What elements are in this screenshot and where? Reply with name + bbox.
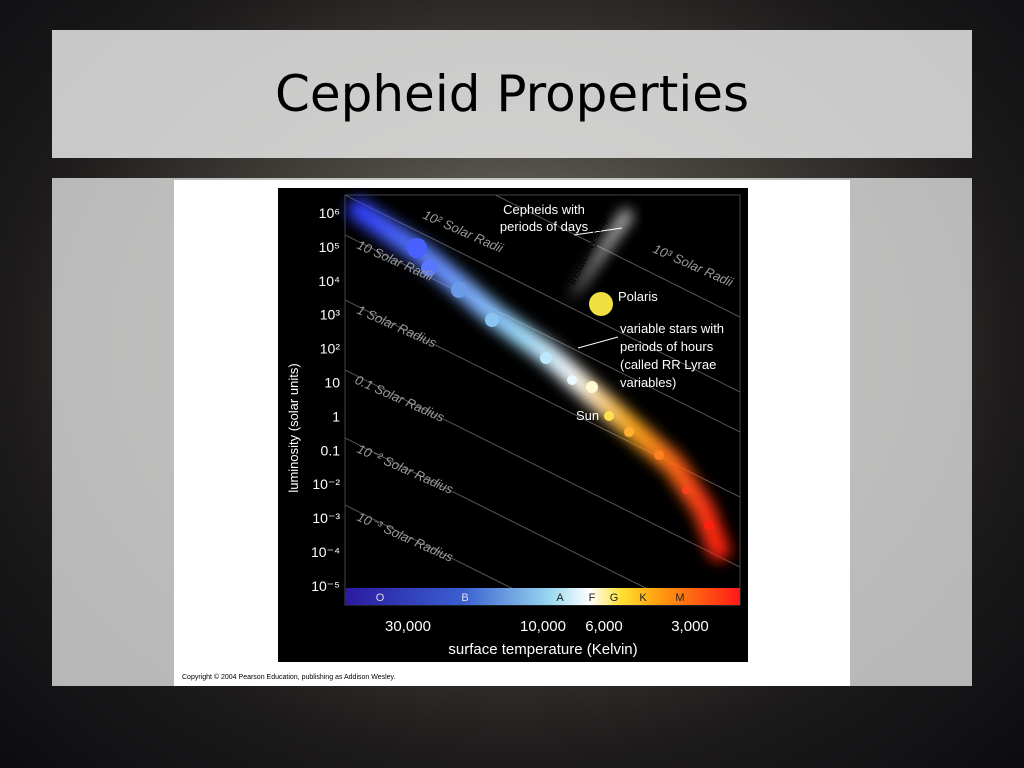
x-tick-label: 3,000 [671,618,709,635]
y-tick-labels: 10⁶ 10⁵ 10⁴ 10³ 10² 10 1 0.1 10⁻² 10⁻³ 10⁻⁴ 10⁻⁵ [311,205,340,594]
spectral-label: M [675,592,684,604]
annotation: (called RR Lyrae [620,357,716,372]
y-tick-label: 10⁴ [318,273,340,289]
annotation: Sun [576,408,599,423]
y-tick-label: 10⁻² [312,476,340,492]
spectral-label: F [589,592,596,604]
title-box: Cepheid Properties [52,30,972,158]
annotation: Polaris [618,289,658,304]
spectral-label: G [610,592,619,604]
polaris-star [589,292,613,316]
x-tick-label: 6,000 [585,618,623,635]
y-tick-label: 10⁵ [319,239,340,255]
spectral-label: B [461,592,468,604]
annotation: periods of hours [620,339,714,354]
annotation: Cepheids with [503,202,585,217]
y-tick-label: 10² [320,341,341,357]
y-tick-label: 0.1 [321,442,341,458]
main-sequence [348,199,730,561]
x-tick-label: 30,000 [385,618,431,635]
x-tick-labels: 30,000 10,000 6,000 3,000 [385,618,709,635]
copyright: Copyright © 2004 Pearson Education, publ… [182,673,396,681]
hr-diagram: 10⁶ 10⁵ 10⁴ 10³ 10² 10 1 0.1 10⁻² 10⁻³ 10⁻⁴ 10⁻⁵ O B… [174,180,850,686]
x-axis-label: surface temperature (Kelvin) [448,641,637,658]
y-tick-label: 10⁻⁵ [311,578,340,594]
x-tick-label: 10,000 [520,618,566,635]
y-axis-label: luminosity (solar units) [286,363,301,492]
stars [407,238,714,530]
annotation: variable stars with [620,321,724,336]
y-tick-label: 10⁻⁴ [311,544,340,560]
pointer [577,336,619,349]
pointer [573,227,623,236]
spectral-label: O [376,592,385,604]
slide-title: Cepheid Properties [274,65,750,123]
spectral-label: A [556,592,564,604]
spectral-label: K [639,592,647,604]
annotation: periods of days [500,219,589,234]
plot-bg [278,188,748,662]
y-tick-label: 1 [332,408,340,424]
y-tick-label: 10 [324,375,340,391]
y-tick-label: 10⁶ [319,205,340,221]
spectral-bar [345,588,740,605]
y-tick-label: 10⁻³ [312,510,340,526]
annotation: variables) [620,375,676,390]
y-tick-label: 10³ [320,307,341,323]
instability-strip [549,208,634,318]
radius-lines [345,195,740,588]
